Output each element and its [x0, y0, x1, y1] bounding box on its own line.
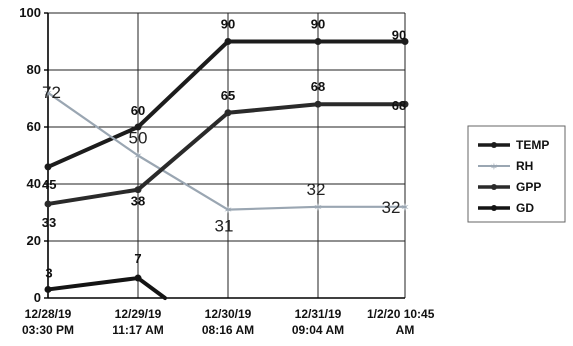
y-tick-label-100: 100	[19, 5, 41, 20]
marker-rh-4: ✶	[400, 201, 409, 214]
legend-marker-rh: ✶	[490, 162, 498, 173]
data-label-rh-3: 32	[307, 180, 326, 199]
series-line-gpp	[46, 102, 407, 206]
y-tick-label-80: 80	[27, 62, 41, 77]
marker-rh-3: ✶	[313, 201, 322, 214]
marker-rh-1: ✶	[133, 150, 142, 163]
grid-lines	[48, 12, 406, 298]
data-label-rh-0: 72	[42, 83, 61, 102]
x-tick-label-1-line1: 12/29/19	[115, 307, 162, 321]
data-label-gd-0: 3	[45, 265, 52, 280]
x-tick-label-3-line2: 09:04 AM	[292, 323, 344, 337]
y-tick-labels: 0 20 40 60 80 100	[19, 5, 48, 305]
data-label-rh-4: 32	[382, 198, 401, 217]
legend-label-rh: RH	[516, 159, 533, 173]
series-line-gd	[46, 276, 167, 300]
series-line-rh	[46, 91, 407, 211]
x-tick-label-4-line2: AM	[396, 323, 415, 337]
marker-rh-0: ✶	[43, 87, 52, 100]
data-label-rh-2: 31	[215, 217, 234, 236]
data-label-gpp-0: 33	[42, 215, 56, 230]
x-tick-label-4-line1: 1/2/20 10:45	[367, 307, 435, 321]
axes	[47, 13, 405, 299]
x-tick-label-2-line1: 12/30/19	[205, 307, 252, 321]
legend-marker-gpp	[491, 184, 497, 190]
legend-label-gpp: GPP	[516, 180, 541, 194]
data-label-gpp-3: 68	[311, 79, 325, 94]
series-lines: ✶ ✶ ✶ ✶ ✶	[43, 38, 410, 300]
data-label-temp-3: 90	[311, 17, 325, 32]
marker-temp-4	[401, 38, 409, 45]
marker-gpp-2	[224, 109, 232, 117]
data-label-gd-1: 7	[134, 251, 141, 266]
marker-rh-2: ✶	[223, 204, 232, 217]
y-tick-label-20: 20	[27, 233, 41, 248]
marker-temp-0	[44, 163, 52, 171]
marker-temp-1	[134, 123, 142, 131]
marker-gpp-3	[314, 100, 322, 108]
legend-label-temp: TEMP	[516, 138, 549, 152]
data-labels: 60 90 90 90 72 50 31 32 32 33 38 65 68 68 3 7 45	[42, 17, 406, 281]
x-tick-label-0-line1: 12/28/19	[25, 307, 72, 321]
data-label-temp-2: 90	[221, 17, 235, 32]
data-label-gpp-4: 68	[392, 98, 406, 113]
y-tick-label-60: 60	[27, 119, 41, 134]
y-tick-label-40: 40	[27, 176, 41, 191]
data-label-gpp-2: 65	[221, 88, 235, 103]
x-tick-label-2-line2: 08:16 AM	[202, 323, 254, 337]
y-tick-label-0: 0	[34, 290, 41, 305]
data-label-extra: 45	[42, 177, 56, 192]
marker-gpp-4	[401, 100, 409, 108]
marker-temp-3	[314, 38, 322, 45]
legend-label-gd: GD	[516, 201, 534, 215]
marker-gpp-1	[134, 186, 142, 194]
x-tick-label-1-line2: 11:17 AM	[112, 323, 164, 337]
x-tick-label-0-line2: 03:30 PM	[22, 323, 74, 337]
marker-gd-0	[44, 285, 52, 293]
legend-box	[467, 125, 566, 223]
marker-gpp-0	[44, 200, 52, 208]
data-label-temp-4: 90	[392, 28, 406, 43]
x-tick-label-3-line1: 12/31/19	[295, 307, 342, 321]
legend: TEMP ✶ RH GPP GD	[467, 125, 566, 223]
legend-marker-temp	[491, 142, 497, 148]
x-tick-labels: 12/28/19 03:30 PM 12/29/19 11:17 AM 12/30/19…	[22, 307, 435, 337]
data-label-rh-1: 50	[129, 129, 148, 148]
marker-temp-2	[224, 38, 232, 45]
legend-marker-gd	[491, 205, 497, 211]
data-label-temp-1: 60	[131, 103, 145, 118]
marker-gd-1	[134, 274, 142, 282]
data-label-gpp-1: 38	[131, 194, 145, 209]
